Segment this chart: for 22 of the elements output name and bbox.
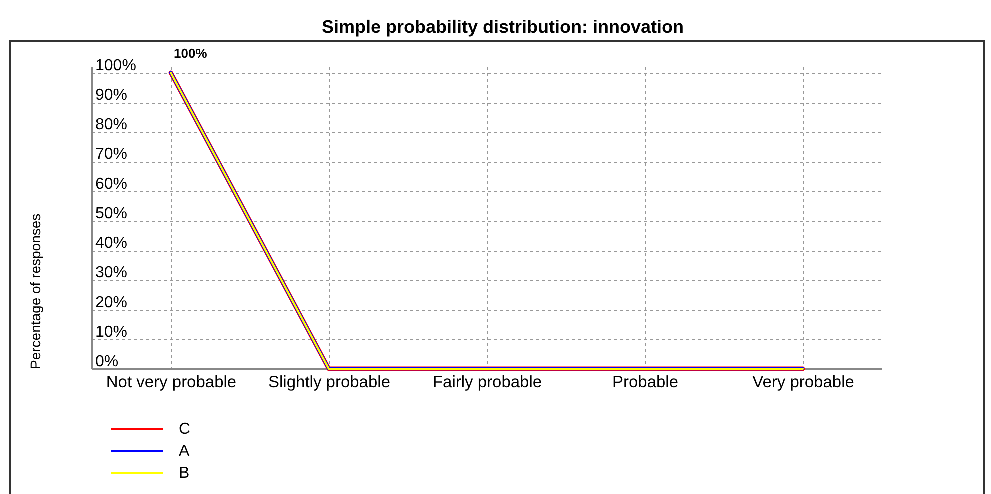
y-tick-label: 90% <box>96 87 128 104</box>
y-tick-label: 0% <box>96 354 119 370</box>
legend-label: B <box>179 465 190 482</box>
y-tick-label: 20% <box>96 294 128 312</box>
y-tick-label: 40% <box>96 235 128 252</box>
x-tick-label: Not very probable <box>106 374 237 392</box>
y-tick-label: 30% <box>96 264 128 282</box>
y-tick-label: 80% <box>96 116 128 134</box>
data-label: 100% <box>174 46 208 61</box>
y-tick-label: 70% <box>96 146 128 164</box>
x-tick-label: Slightly probable <box>268 374 390 392</box>
legend-label: A <box>179 443 190 460</box>
chart-title: Simple probability distribution: innovation <box>322 16 684 37</box>
y-tick-label: 60% <box>96 176 128 193</box>
x-tick-label: Probable <box>612 374 679 392</box>
x-tick-label: Very probable <box>752 374 854 392</box>
legend-label: C <box>179 421 191 438</box>
y-axis-title: Percentage of responses <box>28 214 44 370</box>
y-tick-label: 100% <box>96 57 136 74</box>
y-tick-label: 10% <box>96 324 128 341</box>
x-tick-label: Fairly probable <box>432 374 542 392</box>
y-tick-label: 50% <box>96 205 128 222</box>
